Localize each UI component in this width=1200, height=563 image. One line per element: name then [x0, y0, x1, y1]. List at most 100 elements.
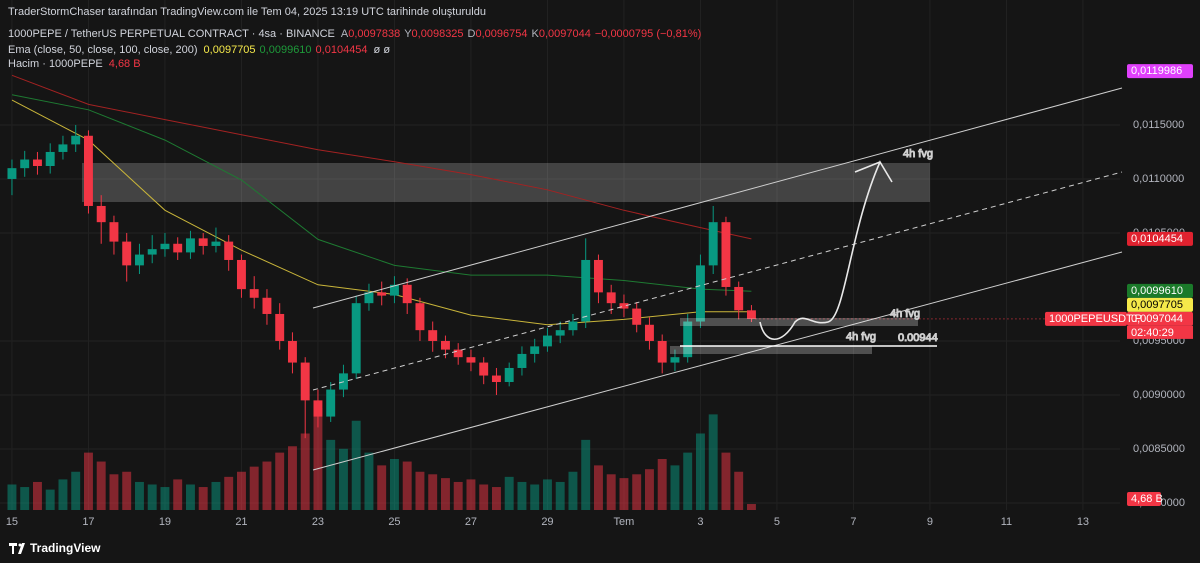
annotation: 4h fvg: [903, 148, 933, 160]
x-tick-label: 11: [1001, 516, 1012, 528]
candle-body: [32, 159, 42, 167]
volume-bar: [530, 484, 540, 510]
x-tick-label: 9: [927, 516, 933, 528]
channel-upper: [312, 87, 1123, 309]
volume-bar: [351, 420, 361, 510]
volume-bar: [338, 448, 348, 510]
candle-body: [160, 243, 170, 250]
volume-bar: [568, 471, 578, 510]
ohlc-key: A: [341, 28, 349, 40]
candle-body: [555, 330, 565, 336]
candle-body: [109, 222, 119, 242]
candle-body: [211, 241, 221, 246]
volume-bar: [58, 479, 68, 510]
candle-body: [670, 357, 680, 363]
ema-line: [11, 94, 752, 292]
candle-body: [644, 324, 654, 341]
volume-bar: [593, 465, 603, 510]
ema-value: 0,0104454: [316, 44, 368, 56]
candle-body: [287, 340, 297, 363]
candle-body: [619, 303, 629, 309]
candle-body: [695, 265, 705, 322]
candle-body: [568, 321, 578, 331]
axes: 0,01150000,01100000,01050000,00950000,00…: [6, 64, 1193, 528]
candle-body: [377, 292, 387, 296]
symbol-label: 1000PEPEUSDT.P: [1049, 313, 1142, 325]
candle-body: [173, 243, 183, 253]
volume-value: 4,68 B: [109, 58, 141, 70]
candle-body: [45, 151, 55, 167]
x-tick-label: 25: [388, 516, 400, 528]
legend-ema: Ema (close, 50, close, 100, close, 200) 0…: [8, 44, 390, 56]
volume-axis-label: 4,68 B: [1131, 493, 1163, 505]
price-label-box: [1127, 283, 1193, 298]
volume-bar: [147, 484, 157, 510]
volume-bar: [708, 414, 718, 510]
volume-bar: [32, 481, 42, 510]
volume-bar: [20, 487, 30, 510]
candle-body: [71, 135, 81, 145]
ema-label: Ema (close, 50, close, 100, close, 200): [8, 44, 198, 56]
candle-body: [185, 238, 195, 253]
volume-bar: [619, 478, 629, 510]
channel-lower: [312, 251, 1123, 471]
legend-volume: Hacim · 1000PEPE 4,68 B: [8, 58, 141, 70]
brand: TradingView: [30, 541, 101, 555]
candle-body: [466, 357, 476, 363]
ohlc-value: 0,0097838: [348, 28, 400, 40]
volume-bar: [517, 481, 527, 510]
credit: TraderStormChaser tarafından TradingView…: [8, 6, 486, 18]
volume-bar: [71, 471, 81, 510]
ohlc-key: K: [532, 28, 540, 40]
candle-body: [415, 303, 425, 331]
price-label: 0,0099610: [1131, 285, 1183, 297]
candle-body: [734, 286, 744, 311]
candle-body: [657, 340, 667, 363]
footer: TradingView: [9, 541, 101, 555]
x-tick-label: 29: [541, 516, 553, 528]
price-label-box: [1127, 311, 1193, 326]
volume-bar: [683, 452, 693, 510]
candle-body: [428, 330, 438, 341]
candle-body: [504, 367, 514, 383]
candle-body: [542, 335, 552, 347]
x-tick-label: 5: [774, 516, 780, 528]
volume-bar: [83, 452, 93, 510]
annotation: 4h fvg: [890, 308, 920, 320]
volume-bar: [300, 433, 310, 510]
volume-bar: [466, 479, 476, 510]
price-label-box: [1127, 297, 1193, 312]
ohlc-value: 0,0097044: [539, 28, 591, 40]
volume-bar: [122, 471, 132, 510]
volume-bar: [657, 459, 667, 510]
countdown: 02:40:29: [1131, 327, 1174, 339]
candle-body: [147, 249, 157, 255]
candle-body: [389, 284, 399, 296]
candle-body: [746, 310, 756, 319]
ohlc-key: Y: [404, 28, 412, 40]
volume-bar: [109, 474, 119, 510]
y-tick-label: 0,0115000: [1133, 119, 1184, 131]
candle-body: [364, 292, 374, 304]
volume-bar: [695, 433, 705, 510]
x-tick-label: 13: [1077, 516, 1089, 528]
volume-bar: [581, 439, 591, 510]
volume-bar: [249, 466, 259, 510]
volume-bar: [377, 465, 387, 510]
candle-body: [683, 321, 693, 358]
volume-bar: [326, 439, 336, 510]
candle-body: [326, 389, 336, 417]
candle-body: [262, 297, 272, 314]
countdown-box: [1127, 325, 1193, 339]
volume-bar: [428, 474, 438, 510]
candle-body: [236, 259, 246, 290]
volume-bar: [415, 471, 425, 510]
price-label-box: [1127, 231, 1193, 246]
volume-bar: [173, 479, 183, 510]
time-axis: [0, 510, 1200, 533]
x-tick-label: 17: [82, 516, 94, 528]
candle-body: [198, 238, 208, 246]
volume-bar: [504, 476, 514, 510]
candle-body: [632, 308, 642, 325]
y-tick-label: 0,0110000: [1133, 173, 1184, 185]
